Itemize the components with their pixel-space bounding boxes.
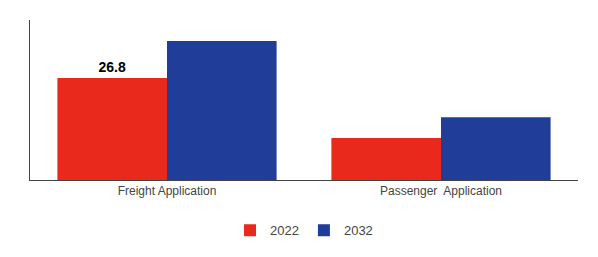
svg-text:26.8: 26.8: [98, 59, 125, 75]
svg-text:2032: 2032: [344, 223, 373, 238]
svg-text:Passenger Application: Passenger Application: [380, 184, 502, 198]
svg-text:2022: 2022: [270, 223, 299, 238]
svg-text:Freight Application: Freight Application: [118, 184, 217, 198]
